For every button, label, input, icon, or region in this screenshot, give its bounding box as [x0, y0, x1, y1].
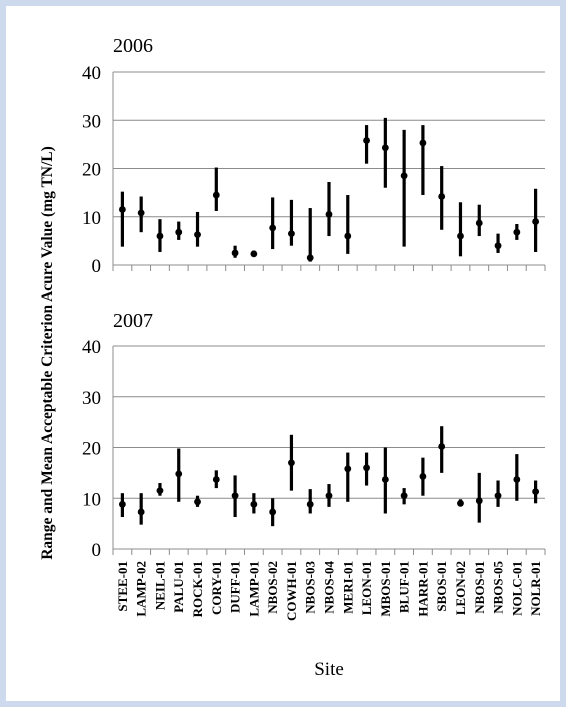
mean-point-lamp-02	[137, 209, 145, 217]
mean-point-meri-01	[344, 465, 352, 473]
mean-point-nolc-01	[513, 476, 521, 483]
mean-point-nolc-01	[513, 228, 521, 236]
mean-point-lamp-01	[250, 500, 258, 508]
mean-point-nolr-01	[532, 488, 540, 496]
mean-point-nbos-05	[494, 242, 502, 250]
y-tick-label: 30	[82, 388, 101, 409]
x-tick-label: SBOS-01	[434, 561, 449, 612]
x-axis-title: Site	[314, 659, 344, 680]
panel-2: 0 10 20 30 40 2007 STEE-01 LAMP-02 NEIL-01 PALU-0…	[82, 310, 546, 621]
x-tick-label: DUFF-01	[228, 561, 243, 613]
mean-point-nbos-01	[475, 497, 483, 505]
panel-title: 2007	[113, 310, 153, 332]
mean-point-harr-01	[419, 139, 427, 147]
y-tick-label: 20	[82, 439, 101, 460]
mean-point-palu-01	[175, 470, 183, 478]
mean-point-nbos-04	[325, 492, 333, 500]
panel-1: 0 10 20 30 40 2006	[82, 35, 546, 277]
x-tick-label: NBOS-03	[303, 561, 318, 614]
mean-point-cory-01	[212, 191, 220, 199]
mean-point-rock-01	[194, 231, 201, 239]
mean-point-neil-01	[156, 232, 164, 240]
x-tick-label: NEIL-01	[152, 561, 167, 610]
mean-point-nbos-05	[494, 492, 502, 500]
x-tick-label: STEE-01	[115, 561, 130, 612]
y-tick-label: 0	[92, 540, 102, 561]
mean-point-meri-01	[344, 232, 352, 240]
mean-point-mbos-01	[381, 144, 389, 152]
mean-point-cowh-01	[288, 459, 295, 467]
mean-point-duff-01	[231, 249, 239, 257]
mean-point-nbos-03	[306, 254, 314, 262]
x-tick-label: LAMP-01	[246, 561, 261, 617]
mean-point-mbos-01	[381, 476, 389, 483]
mean-point-rock-01	[194, 498, 201, 506]
mean-point-sbos-01	[438, 443, 446, 450]
mean-point-sbos-01	[438, 193, 446, 200]
mean-point-palu-01	[175, 228, 183, 236]
y-tick-label: 40	[82, 337, 101, 358]
y-tick-label: 20	[82, 160, 101, 181]
y-tick-label: 40	[82, 63, 101, 84]
x-tick-label: NBOS-04	[322, 561, 337, 614]
x-tick-label: CORY-01	[209, 561, 224, 615]
mean-point-nbos-04	[325, 210, 333, 218]
x-tick-label: MBOS-01	[378, 561, 393, 617]
mean-point-stee-01	[118, 206, 126, 213]
y-axis-title: Range and Mean Acceptable Criterion Acur…	[39, 146, 56, 560]
mean-point-bluf-01	[400, 492, 408, 500]
mean-point-harr-01	[419, 473, 427, 480]
x-tick-label: MERI-01	[340, 561, 355, 614]
mean-point-nbos-02	[269, 224, 277, 232]
x-tick-label: NOLC-01	[509, 561, 524, 616]
x-tick-label: LEON-02	[453, 561, 468, 615]
x-tick-label: NOLR-01	[528, 561, 543, 616]
x-tick-label: LAMP-02	[134, 561, 149, 617]
panel-title: 2006	[113, 35, 153, 57]
mean-point-stee-01	[118, 500, 126, 508]
mean-point-bluf-01	[400, 172, 408, 180]
mean-point-leon-01	[363, 464, 370, 472]
mean-point-neil-01	[156, 487, 164, 495]
mean-point-cory-01	[212, 476, 220, 483]
x-tick-label: NBOS-02	[265, 561, 280, 614]
mean-point-nbos-01	[475, 219, 483, 227]
x-tick-label: LEON-01	[359, 561, 374, 615]
y-tick-label: 30	[82, 111, 101, 132]
x-tick-label: ROCK-01	[190, 561, 205, 617]
x-tick-label: COWH-01	[284, 561, 299, 621]
mean-point-leon-01	[363, 137, 370, 144]
mean-point-lamp-02	[137, 508, 145, 516]
x-tick-label: NBOS-05	[491, 561, 506, 614]
mean-point-nolr-01	[532, 218, 540, 225]
mean-point-leon-02	[457, 232, 464, 240]
x-tick-label: NBOS-01	[472, 561, 487, 614]
y-tick-label: 0	[92, 256, 102, 277]
x-tick-label: PALU-01	[171, 561, 186, 613]
mean-point-duff-01	[231, 492, 239, 500]
x-tick-label: HARR-01	[415, 561, 430, 617]
mean-point-leon-02	[457, 499, 464, 507]
mean-point-lamp-01	[250, 250, 258, 258]
mean-point-nbos-02	[269, 508, 277, 516]
mean-point-nbos-03	[306, 500, 314, 508]
y-tick-label: 10	[82, 489, 101, 510]
y-tick-label: 10	[82, 208, 101, 229]
x-tick-label: BLUF-01	[397, 561, 412, 613]
mean-point-cowh-01	[288, 230, 295, 238]
